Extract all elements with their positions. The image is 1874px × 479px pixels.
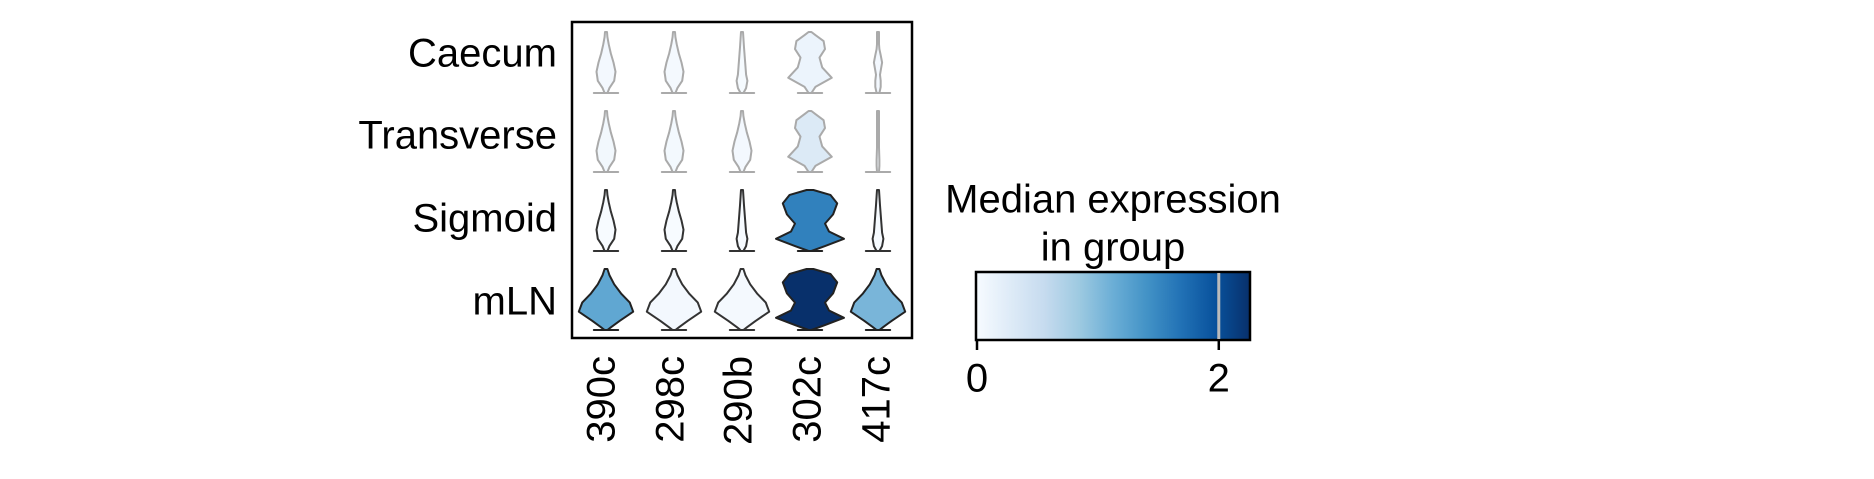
violin-mln-417c bbox=[849, 268, 907, 331]
violin-sigmoid-302c bbox=[775, 189, 845, 252]
col-label-417c: 417c bbox=[855, 356, 899, 443]
violin-transverse-417c bbox=[864, 110, 892, 173]
violin-mln-390c bbox=[577, 268, 635, 331]
violin-caecum-298c bbox=[660, 31, 688, 94]
violin-group bbox=[577, 31, 907, 331]
violin-caecum-290b bbox=[728, 31, 756, 94]
violin-mln-302c bbox=[775, 268, 845, 331]
violin-caecum-302c bbox=[787, 31, 833, 94]
violin-transverse-390c bbox=[592, 110, 620, 173]
row-label-transverse: Transverse bbox=[358, 114, 557, 158]
col-label-302c: 302c bbox=[786, 356, 830, 443]
violin-sigmoid-390c bbox=[592, 189, 620, 252]
violin-caecum-417c bbox=[864, 31, 892, 94]
violin-caecum-390c bbox=[592, 31, 620, 94]
row-label-sigmoid: Sigmoid bbox=[412, 197, 557, 241]
row-label-mln: mLN bbox=[473, 280, 557, 324]
colorbar-gradient bbox=[974, 270, 1252, 342]
violin-transverse-290b bbox=[728, 110, 756, 173]
row-label-caecum: Caecum bbox=[408, 32, 557, 76]
violin-transverse-302c bbox=[787, 110, 833, 173]
colorbar-tick-label-0: 0 bbox=[966, 357, 988, 401]
violin-transverse-298c bbox=[660, 110, 688, 173]
col-label-390c: 390c bbox=[580, 356, 624, 443]
colorbar-tick-label-2: 2 bbox=[1208, 357, 1230, 401]
violin-sigmoid-290b bbox=[728, 189, 756, 252]
violin-sigmoid-298c bbox=[660, 189, 688, 252]
plot-frame bbox=[570, 20, 914, 340]
violin-mln-298c bbox=[645, 268, 703, 331]
violin-mln-290b bbox=[713, 268, 771, 331]
col-label-290b: 290b bbox=[717, 356, 761, 445]
col-label-298c: 298c bbox=[649, 356, 693, 443]
colorbar-title-line1: Median expression bbox=[945, 178, 1281, 222]
violin-sigmoid-417c bbox=[864, 189, 892, 252]
colorbar-title-line2: in group bbox=[1041, 226, 1186, 270]
